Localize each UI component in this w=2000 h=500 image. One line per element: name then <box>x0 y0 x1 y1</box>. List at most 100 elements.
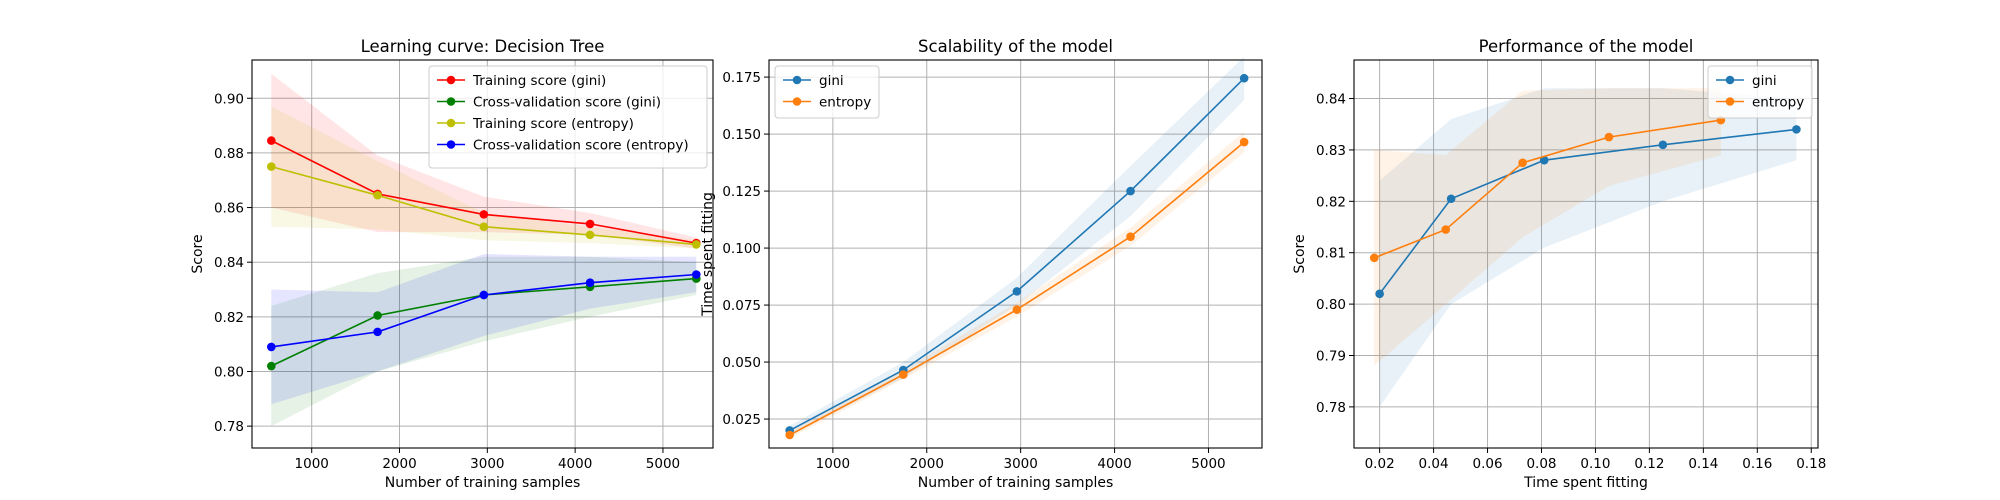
chart-title: Learning curve: Decision Tree <box>361 37 605 56</box>
x-axis-label: Number of training samples <box>918 475 1114 491</box>
data-point <box>898 370 908 379</box>
data-point <box>585 230 595 240</box>
data-point <box>479 290 489 300</box>
data-point <box>585 278 595 287</box>
x-tick-label: 1000 <box>816 456 850 472</box>
x-tick-label: 0.08 <box>1526 456 1556 472</box>
x-tick-label: 0.18 <box>1796 456 1826 472</box>
legend-entry-label: Training score (gini) <box>472 73 606 89</box>
y-tick-label: 0.81 <box>1316 246 1346 262</box>
chart-2: 1000 2000 3000 4000 5000 0.025 0.050 0.075 0.100… <box>700 37 1263 491</box>
data-point <box>373 311 382 320</box>
x-axis-label: Number of training samples <box>385 475 581 491</box>
x-tick-label: 4000 <box>558 456 592 472</box>
data-point <box>1518 158 1527 168</box>
y-tick-label: 0.125 <box>722 184 761 200</box>
legend-swatch-marker <box>1725 97 1735 106</box>
y-axis-label: Score <box>1292 234 1308 273</box>
y-tick-label: 0.84 <box>214 255 244 271</box>
x-tick-label: 5000 <box>646 456 680 472</box>
y-tick-label: 0.100 <box>722 241 761 257</box>
legend-entry-label: gini <box>819 73 844 89</box>
series-band-4 <box>271 254 697 405</box>
series-band-2 <box>1374 88 1721 366</box>
plot-frame <box>251 59 714 449</box>
data-point <box>1126 232 1135 241</box>
data-point <box>1375 289 1384 299</box>
y-tick-label: 0.84 <box>1316 92 1346 108</box>
legend-entry-label: entropy <box>819 95 871 111</box>
data-point <box>1792 125 1801 134</box>
chart-3: 0.02 0.04 0.06 0.08 0.10 0.12 0.14 0.16 0.18 0.78… <box>1292 37 1826 491</box>
data-point <box>373 190 382 200</box>
data-point <box>1604 132 1614 142</box>
y-tick-label: 0.050 <box>722 355 761 371</box>
y-tick-label: 0.78 <box>214 419 244 435</box>
data-point <box>373 327 382 337</box>
data-point <box>1239 137 1249 147</box>
legend: Training score (gini) Cross-validation sc… <box>428 65 708 169</box>
data-point <box>1446 194 1456 204</box>
x-tick-label: 2000 <box>382 456 416 472</box>
x-tick-label: 3000 <box>470 456 504 472</box>
series-band-3 <box>271 106 697 249</box>
data-point <box>1369 253 1379 263</box>
grid <box>1354 60 1818 448</box>
x-tick-label: 3000 <box>1003 456 1037 472</box>
y-tick-label: 0.83 <box>1316 143 1346 159</box>
legend-swatch-marker <box>446 118 456 128</box>
series-band-2 <box>789 131 1245 439</box>
plot-frame <box>1353 59 1819 449</box>
y-tick-label: 0.075 <box>722 298 761 314</box>
legend-box <box>428 65 708 169</box>
x-tick-label: 0.10 <box>1580 456 1610 472</box>
data-point <box>1658 140 1668 150</box>
x-tick-label: 0.06 <box>1473 456 1503 472</box>
data-point <box>1012 305 1022 314</box>
data-point <box>1126 186 1135 196</box>
y-tick-label: 0.90 <box>214 91 244 107</box>
x-tick-label: 0.04 <box>1419 456 1449 472</box>
series-band-2 <box>271 256 697 427</box>
data-point <box>785 430 794 440</box>
data-point <box>479 210 489 219</box>
y-tick-label: 0.80 <box>1316 297 1346 313</box>
x-axis-label: Time spent fitting <box>1523 475 1648 491</box>
y-tick-label: 0.80 <box>214 364 244 380</box>
data-point <box>479 222 489 231</box>
x-tick-label: 0.02 <box>1365 456 1395 472</box>
chart-title: Performance of the model <box>1479 37 1694 56</box>
y-tick-label: 0.78 <box>1316 400 1346 416</box>
chart-1: 1000 2000 3000 4000 5000 0.78 0.80 0.82 0.84 0.86… <box>190 37 714 491</box>
legend-entry-label: Cross-validation score (entropy) <box>473 138 689 154</box>
x-tick-label: 5000 <box>1191 456 1225 472</box>
data-point <box>692 240 701 249</box>
legend-swatch-marker <box>792 75 802 85</box>
x-tick-label: 0.14 <box>1688 456 1718 472</box>
legend-swatch-marker <box>446 140 456 149</box>
series-band-1 <box>1379 88 1797 407</box>
y-tick-label: 0.025 <box>722 412 761 428</box>
legend: gini entropy <box>774 65 880 119</box>
x-tick-label: 2000 <box>910 456 944 472</box>
series-band-1 <box>271 73 697 249</box>
y-tick-label: 0.79 <box>1316 348 1346 364</box>
data-point <box>585 219 595 229</box>
data-point <box>1012 287 1022 296</box>
y-tick-label: 0.88 <box>214 146 244 162</box>
y-tick-label: 0.82 <box>1316 194 1346 210</box>
data-point <box>267 136 276 145</box>
legend-swatch-marker <box>446 75 456 85</box>
data-point <box>1441 225 1451 234</box>
y-tick-label: 0.82 <box>214 310 244 326</box>
legend-entry-label: gini <box>1752 73 1777 89</box>
chart-title: Scalability of the model <box>918 37 1113 56</box>
legend: gini entropy <box>1707 65 1813 119</box>
data-point <box>267 361 276 371</box>
x-tick-label: 0.16 <box>1742 456 1772 472</box>
x-tick-label: 0.12 <box>1634 456 1664 472</box>
data-point <box>1539 155 1549 165</box>
legend-entry-label: Training score (entropy) <box>472 116 634 132</box>
legend-swatch-marker <box>792 97 802 106</box>
